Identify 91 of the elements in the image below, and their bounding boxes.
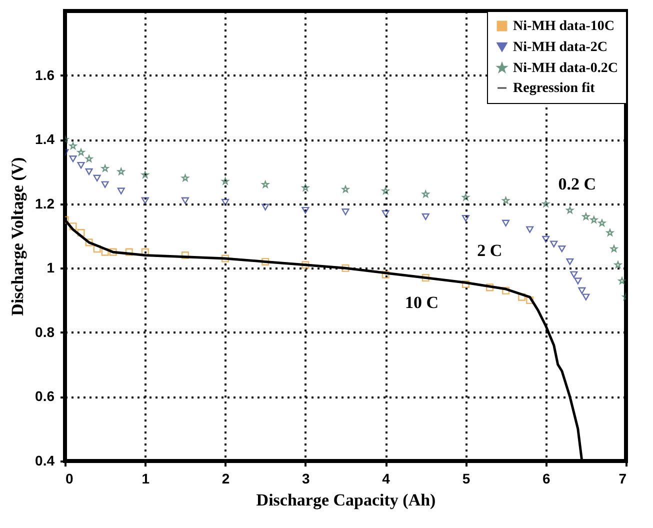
point: [422, 213, 430, 220]
x-tick-label: 5: [462, 470, 470, 486]
point: [342, 208, 350, 216]
point: [262, 258, 270, 266]
point: [262, 180, 269, 188]
x-tick-label: 4: [382, 470, 390, 486]
point: [526, 296, 534, 304]
point: [422, 190, 430, 198]
x-tick-label: 1: [142, 470, 150, 486]
x-tick-label: 6: [542, 470, 550, 486]
point: [486, 284, 494, 292]
point: [182, 174, 189, 182]
point: [109, 248, 117, 256]
point: [85, 238, 93, 246]
point: [542, 236, 550, 243]
annotation: 0.2 C: [558, 174, 596, 194]
point: [462, 214, 470, 222]
point: [302, 261, 310, 269]
point: [542, 200, 550, 208]
point: [574, 278, 582, 284]
point: [117, 188, 125, 194]
point: [222, 254, 230, 262]
legend-label: Regression fit: [513, 81, 596, 96]
point: [502, 286, 510, 294]
point: [598, 219, 606, 226]
point: [566, 206, 574, 214]
point: [69, 222, 77, 230]
point: [142, 171, 149, 178]
y-tick-label: 1.4: [35, 131, 55, 148]
point: [302, 206, 310, 214]
point: [69, 142, 77, 150]
point: [550, 240, 558, 248]
y-tick-label: 1: [46, 260, 55, 276]
x-tick-label: 7: [618, 470, 627, 486]
point: [462, 280, 470, 288]
point: [382, 270, 390, 278]
point: [101, 181, 109, 188]
point: [117, 168, 125, 175]
legend-label: Ni-MH data-2C: [513, 40, 608, 55]
point: [582, 294, 590, 300]
legend-label: Ni-MH data-0.2C: [513, 61, 618, 76]
annotation: 2 C: [477, 240, 502, 260]
legend-label: Ni-MH data-10C: [513, 19, 614, 34]
point: [77, 229, 85, 237]
point: [141, 197, 149, 204]
point: [558, 246, 566, 252]
point: [342, 186, 350, 193]
y-axis-title: Discharge Voltage (V): [8, 157, 28, 316]
annotation: 10 C: [405, 293, 439, 312]
point: [382, 187, 390, 194]
point: [526, 226, 534, 233]
point: [570, 271, 578, 278]
point: [610, 245, 618, 252]
point: [606, 229, 614, 236]
point: [181, 197, 189, 204]
point: [582, 212, 590, 220]
point: [77, 162, 85, 169]
y-tick-label: 1.2: [35, 195, 55, 212]
point: [69, 156, 77, 162]
point: [618, 277, 626, 284]
x-tick-label: 2: [222, 470, 230, 486]
point: [502, 196, 510, 204]
point: [342, 264, 350, 272]
point: [462, 194, 470, 201]
y-tick-label: 0.8: [35, 324, 55, 340]
x-tick-label: 3: [302, 470, 310, 486]
point: [181, 252, 189, 260]
point: [382, 210, 390, 217]
point: [502, 220, 510, 226]
point: [614, 261, 622, 268]
point: [77, 148, 85, 156]
point: [85, 168, 93, 176]
point: [302, 184, 310, 191]
point: [262, 204, 270, 210]
point: [93, 245, 101, 253]
x-tick-label: 0: [66, 470, 74, 486]
point: [222, 198, 230, 206]
point: [590, 216, 598, 224]
point: [518, 293, 526, 301]
point: [578, 287, 586, 294]
point: [125, 248, 133, 256]
point: [566, 258, 574, 266]
y-tick-label: 0.4: [35, 452, 55, 468]
x-axis-title: Discharge Capacity (Ah): [256, 490, 436, 510]
point: [85, 155, 93, 162]
point: [101, 164, 109, 172]
y-tick-label: 1.6: [35, 66, 55, 83]
point: [422, 274, 430, 282]
point: [93, 174, 101, 182]
y-tick-label: 0.6: [35, 388, 55, 404]
point: [222, 178, 229, 185]
